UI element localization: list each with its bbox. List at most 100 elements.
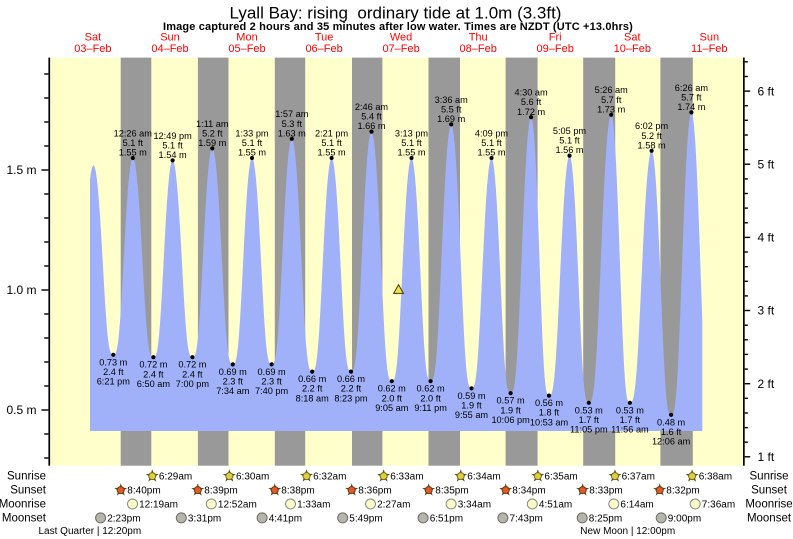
svg-text:2:21 pm: 2:21 pm: [315, 128, 349, 138]
svg-text:0.59 m: 0.59 m: [457, 391, 485, 401]
svg-text:1.63 m: 1.63 m: [278, 128, 306, 138]
svg-text:1.55 m: 1.55 m: [318, 148, 346, 158]
svg-text:2.0 ft: 2.0 ft: [382, 393, 403, 403]
svg-text:1.54 m: 1.54 m: [159, 150, 187, 160]
svg-text:8:35pm: 8:35pm: [435, 486, 468, 497]
svg-text:10–Feb: 10–Feb: [614, 43, 651, 55]
svg-text:2:46 am: 2:46 am: [355, 102, 389, 112]
svg-text:5.1 ft: 5.1 ft: [123, 138, 144, 148]
svg-text:11:56 am: 11:56 am: [611, 425, 649, 435]
svg-text:6:37am: 6:37am: [622, 472, 655, 483]
svg-text:Sat: Sat: [85, 31, 102, 43]
svg-text:2.2 ft: 2.2 ft: [302, 384, 323, 394]
svg-text:6:21 pm: 6:21 pm: [97, 377, 131, 387]
svg-text:Mon: Mon: [236, 31, 257, 43]
svg-text:8:23 pm: 8:23 pm: [334, 393, 368, 403]
svg-text:6:26 am: 6:26 am: [675, 83, 709, 93]
svg-text:1.7 ft: 1.7 ft: [579, 415, 600, 425]
svg-text:0.69 m: 0.69 m: [219, 367, 247, 377]
svg-text:3:13 pm: 3:13 pm: [395, 128, 429, 138]
svg-text:03–Feb: 03–Feb: [74, 43, 111, 55]
svg-text:0.56 m: 0.56 m: [535, 398, 563, 408]
svg-text:Moonset: Moonset: [747, 512, 792, 524]
svg-text:6:14am: 6:14am: [620, 499, 653, 510]
svg-text:8:32pm: 8:32pm: [666, 486, 699, 497]
svg-text:3:34am: 3:34am: [458, 499, 491, 510]
svg-text:7:36am: 7:36am: [702, 499, 735, 510]
svg-text:4:41pm: 4:41pm: [269, 513, 302, 524]
svg-text:New Moon | 12:00pm: New Moon | 12:00pm: [580, 526, 675, 537]
svg-text:2.4 ft: 2.4 ft: [103, 367, 124, 377]
svg-text:5.1 ft: 5.1 ft: [162, 140, 183, 150]
svg-text:0.73 m: 0.73 m: [99, 357, 127, 367]
svg-text:5.7 ft: 5.7 ft: [601, 95, 622, 105]
svg-text:6:02 pm: 6:02 pm: [635, 121, 669, 131]
svg-text:07–Feb: 07–Feb: [382, 43, 419, 55]
svg-text:0.62 m: 0.62 m: [378, 384, 406, 394]
svg-text:5.1 ft: 5.1 ft: [242, 138, 263, 148]
svg-text:6:32am: 6:32am: [313, 472, 346, 483]
svg-text:5.1 ft: 5.1 ft: [401, 138, 422, 148]
svg-text:1:11 am: 1:11 am: [196, 119, 229, 129]
svg-text:5.1 ft: 5.1 ft: [481, 138, 502, 148]
svg-text:0.48 m: 0.48 m: [657, 417, 685, 427]
svg-text:5.1 ft: 5.1 ft: [321, 138, 342, 148]
svg-text:7:00 pm: 7:00 pm: [176, 379, 210, 389]
svg-text:Fri: Fri: [549, 31, 562, 43]
svg-text:6:50 am: 6:50 am: [137, 379, 171, 389]
svg-text:Last Quarter | 12:20pm: Last Quarter | 12:20pm: [39, 526, 142, 537]
svg-text:9:11 pm: 9:11 pm: [414, 403, 447, 413]
svg-text:Sunrise: Sunrise: [750, 471, 789, 483]
svg-text:1.69 m: 1.69 m: [437, 114, 465, 124]
svg-text:1 ft: 1 ft: [758, 450, 775, 464]
svg-text:09–Feb: 09–Feb: [537, 43, 574, 55]
svg-text:8:34pm: 8:34pm: [512, 486, 545, 497]
svg-text:5.2 ft: 5.2 ft: [202, 128, 223, 138]
svg-text:11:05 pm: 11:05 pm: [570, 425, 608, 435]
svg-text:1.74 m: 1.74 m: [677, 102, 705, 112]
svg-text:5.1 ft: 5.1 ft: [559, 136, 580, 146]
svg-text:4:51am: 4:51am: [539, 499, 572, 510]
svg-text:11–Feb: 11–Feb: [691, 43, 728, 55]
svg-text:1.59 m: 1.59 m: [198, 138, 226, 148]
svg-text:6:34am: 6:34am: [467, 472, 500, 483]
svg-text:0.5 m: 0.5 m: [6, 403, 36, 417]
svg-text:6:30am: 6:30am: [236, 472, 269, 483]
svg-text:12:49 pm: 12:49 pm: [153, 131, 192, 141]
svg-text:4 ft: 4 ft: [758, 231, 775, 245]
svg-text:05–Feb: 05–Feb: [228, 43, 265, 55]
svg-text:6:29am: 6:29am: [159, 472, 192, 483]
svg-text:1.5 m: 1.5 m: [6, 163, 36, 177]
svg-text:Thu: Thu: [469, 31, 488, 43]
svg-text:2.3 ft: 2.3 ft: [261, 377, 282, 387]
svg-text:2.4 ft: 2.4 ft: [143, 369, 164, 379]
svg-text:0.72 m: 0.72 m: [178, 360, 206, 370]
svg-text:10:06 pm: 10:06 pm: [491, 415, 530, 425]
svg-text:7:34 am: 7:34 am: [216, 386, 250, 396]
svg-text:Sat: Sat: [624, 31, 641, 43]
svg-text:8:40pm: 8:40pm: [127, 486, 160, 497]
svg-text:1.9 ft: 1.9 ft: [461, 401, 482, 411]
svg-text:2:23pm: 2:23pm: [107, 513, 140, 524]
svg-text:10:53 am: 10:53 am: [530, 417, 569, 427]
svg-text:9:05 am: 9:05 am: [375, 403, 409, 413]
svg-text:2:27am: 2:27am: [377, 499, 410, 510]
svg-text:8:25pm: 8:25pm: [589, 513, 622, 524]
svg-text:12:26 am: 12:26 am: [114, 128, 153, 138]
svg-text:0.66 m: 0.66 m: [298, 374, 326, 384]
svg-text:8:38pm: 8:38pm: [281, 486, 314, 497]
svg-text:1.6 ft: 1.6 ft: [661, 427, 682, 437]
svg-text:3 ft: 3 ft: [758, 304, 775, 318]
svg-text:6 ft: 6 ft: [758, 84, 775, 98]
svg-text:1.55 m: 1.55 m: [238, 148, 266, 158]
svg-text:5.5 ft: 5.5 ft: [441, 104, 462, 114]
svg-text:1.56 m: 1.56 m: [555, 145, 583, 155]
svg-text:1.58 m: 1.58 m: [638, 140, 666, 150]
svg-text:1.72 m: 1.72 m: [517, 107, 545, 117]
svg-text:Lyall Bay: rising ordinary ti: Lyall Bay: rising ordinary tide at 1.0m …: [230, 4, 562, 23]
svg-text:1.55 m: 1.55 m: [119, 148, 147, 158]
svg-text:1.0 m: 1.0 m: [6, 283, 36, 297]
svg-text:8:33pm: 8:33pm: [589, 486, 622, 497]
svg-text:5:26 am: 5:26 am: [595, 85, 629, 95]
svg-text:1:33am: 1:33am: [297, 499, 330, 510]
